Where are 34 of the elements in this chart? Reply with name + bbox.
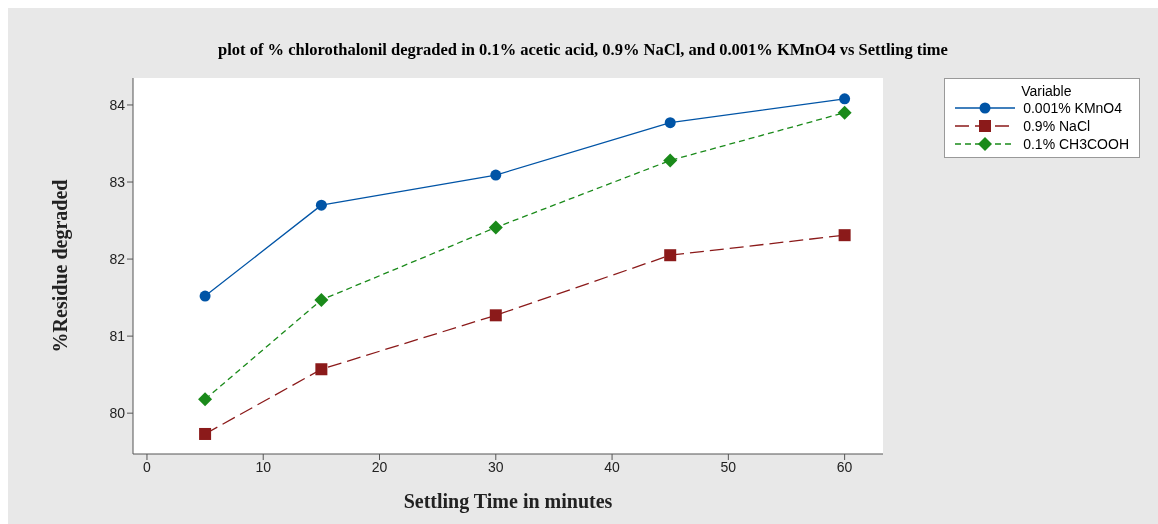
x-axis-title: Settling Time in minutes <box>403 490 613 513</box>
point <box>838 229 851 242</box>
point <box>199 290 211 302</box>
point <box>314 292 329 307</box>
x-tick-label: 20 <box>371 458 388 475</box>
point <box>664 117 676 129</box>
point <box>490 169 502 181</box>
y-tick-label: 81 <box>109 328 126 345</box>
point <box>199 427 212 440</box>
x-tick-label: 30 <box>488 458 504 475</box>
legend-title: Variable <box>1021 83 1073 99</box>
y-axis-title: %Residue degraded <box>49 179 73 353</box>
x-tick-label: 10 <box>255 458 272 475</box>
x-tick-label: 0 <box>143 458 152 475</box>
legend-label: 0.1% CH3COOH <box>1023 135 1129 153</box>
y-tick-label: 80 <box>109 405 126 422</box>
x-tick-label: 60 <box>836 458 853 475</box>
point <box>837 105 852 120</box>
chart-title: plot of % chlorothalonil degraded in 0.1% acetic acid, 0.9% NaCl, and 0.001% KMnO4 vs Settling time <box>217 40 949 60</box>
legend-label: 0.001% KMnO4 <box>1023 99 1123 117</box>
y-tick-label: 83 <box>109 173 126 190</box>
point <box>488 220 503 235</box>
x-tick-label: 40 <box>604 458 621 475</box>
point <box>315 363 328 376</box>
point <box>664 249 677 262</box>
point <box>663 153 678 168</box>
y-tick-label: 82 <box>109 251 126 268</box>
x-tick-label: 50 <box>720 458 737 475</box>
point <box>839 93 851 105</box>
point <box>315 199 327 211</box>
point <box>489 309 502 322</box>
y-tick-label: 84 <box>109 96 126 113</box>
legend-label: 0.9% NaCl <box>1023 117 1091 135</box>
point <box>198 392 213 407</box>
